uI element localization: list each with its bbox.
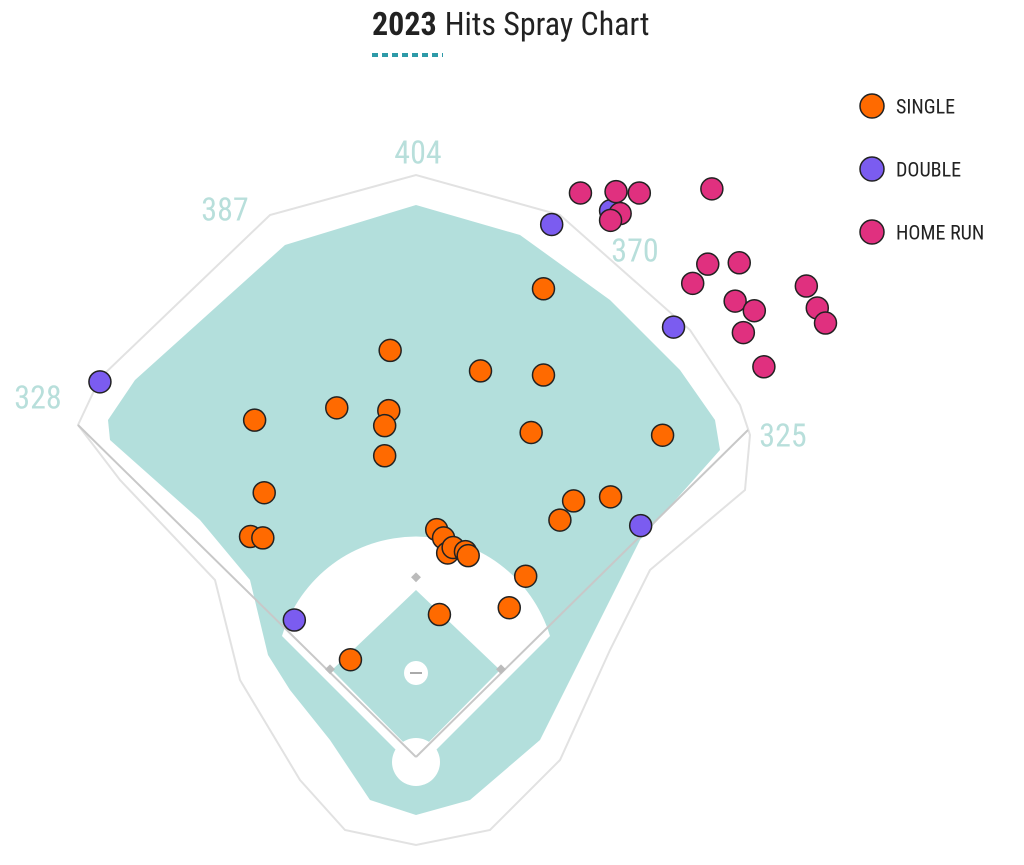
hit-point (456, 543, 480, 568)
hit-point (252, 480, 276, 505)
hit-point (598, 485, 623, 509)
fence-distance: 328 (14, 378, 61, 416)
fence-distance: 370 (611, 231, 658, 269)
hit-point (650, 423, 675, 447)
hit-point (242, 408, 267, 432)
hit-point (696, 252, 720, 276)
hit-point (813, 311, 838, 335)
legend-label: HOME RUN (896, 220, 984, 244)
hit-point (661, 315, 686, 339)
hit-point (539, 212, 564, 237)
hit-point (742, 298, 767, 323)
hit-point (752, 355, 776, 379)
hit-point (468, 359, 493, 383)
legend-label: DOUBLE (896, 157, 961, 181)
hit-point (628, 513, 653, 538)
legend-marker (859, 156, 885, 182)
hit-point (561, 489, 586, 513)
hit-point (568, 181, 593, 205)
legend-marker (859, 93, 885, 119)
hit-point (548, 508, 572, 532)
hit-point (251, 526, 275, 550)
title-text: Hits Spray Chart (445, 5, 650, 43)
hit-point (731, 320, 756, 345)
hit-point (531, 363, 556, 387)
hit-point (282, 608, 307, 632)
fence-distance: 387 (201, 190, 248, 228)
field (76, 173, 752, 847)
hit-point (680, 271, 705, 296)
fence-distance: 325 (759, 416, 806, 454)
hit-point (325, 396, 349, 420)
legend-marker (859, 219, 885, 245)
hit-point (604, 179, 628, 204)
fence-distance: 404 (394, 133, 441, 171)
hit-point (372, 444, 397, 468)
hit-point (727, 251, 752, 275)
legend-label: SINGLE (896, 94, 955, 118)
hit-point (519, 420, 543, 445)
hit-point (427, 602, 452, 627)
hit-point (531, 277, 556, 301)
hit-point (598, 208, 623, 233)
chart-title: 2023 Hits Spray Chart (372, 5, 649, 43)
hit-point (794, 274, 819, 298)
hit-point (723, 289, 747, 313)
hit-point (338, 647, 363, 672)
hit-point (513, 564, 538, 588)
hit-point (372, 413, 397, 438)
title-year: 2023 (372, 5, 437, 43)
hit-point (700, 177, 724, 201)
hit-point (497, 595, 522, 620)
hit-point (88, 370, 112, 394)
hit-point (627, 181, 652, 205)
hit-point (378, 338, 402, 363)
